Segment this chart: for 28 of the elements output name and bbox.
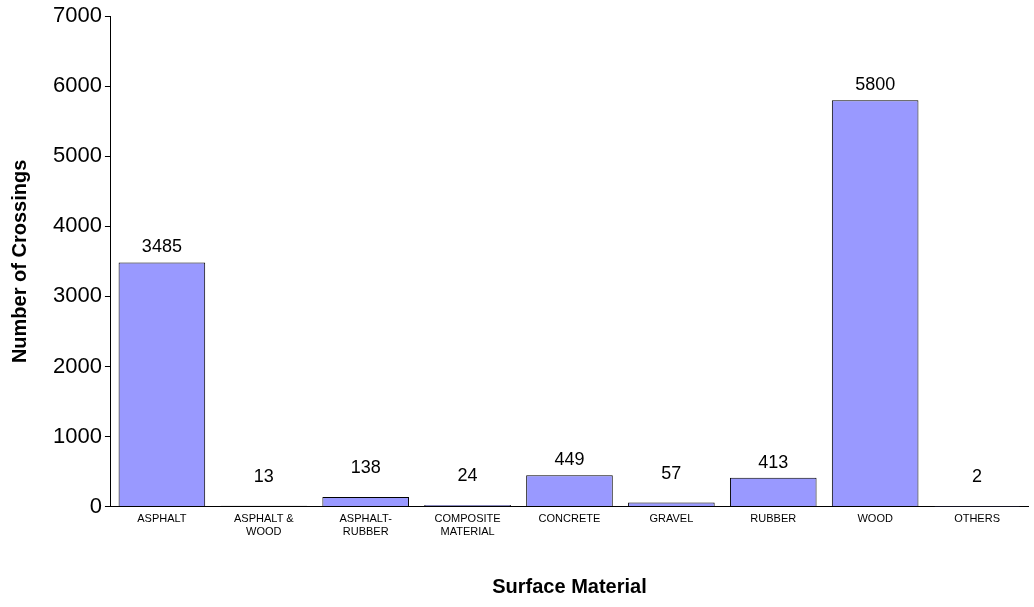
y-axis-title: Number of Crossings — [7, 159, 30, 364]
data-label: 13 — [253, 465, 274, 486]
x-tick-label: COMPOSITE MATERIAL — [434, 512, 501, 538]
y-tick-label: 3000 — [52, 282, 102, 308]
x-tick-label: ASPHALT & WOOD — [234, 512, 295, 538]
data-label: 413 — [758, 451, 789, 472]
data-label: 3485 — [141, 236, 182, 257]
x-tick-label: GRAVEL — [649, 512, 694, 525]
y-tick-label: 0 — [89, 492, 102, 518]
data-label: 5800 — [855, 74, 896, 95]
y-tick-label: 4000 — [52, 212, 102, 238]
data-label: 449 — [554, 449, 585, 470]
x-tick-label: WOOD — [857, 512, 893, 525]
y-tick-label: 5000 — [52, 142, 102, 168]
data-label: 57 — [661, 462, 682, 483]
x-tick-label: OTHERS — [954, 512, 1000, 525]
x-axis-title: Surface Material — [492, 574, 647, 597]
x-tick-label: ASPHALT — [137, 512, 187, 525]
data-label: 24 — [457, 464, 478, 485]
y-tick-label: 2000 — [52, 352, 102, 378]
x-tick-label: RUBBER — [750, 512, 797, 525]
x-tick-label: ASPHALT-RUBBER — [339, 512, 393, 538]
x-tick-label: CONCRETE — [538, 512, 601, 525]
data-label: 138 — [350, 456, 381, 477]
y-tick-label: 7000 — [52, 2, 102, 28]
y-tick-label: 6000 — [52, 72, 102, 98]
y-tick-label: 1000 — [52, 422, 102, 448]
data-label: 2 — [972, 466, 983, 487]
